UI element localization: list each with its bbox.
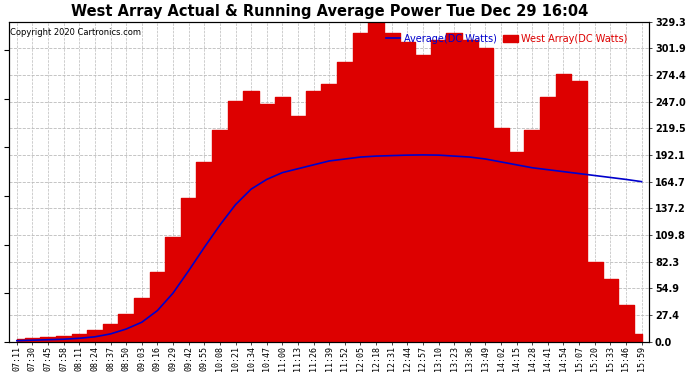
Title: West Array Actual & Running Average Power Tue Dec 29 16:04: West Array Actual & Running Average Powe… (70, 4, 588, 19)
Text: Copyright 2020 Cartronics.com: Copyright 2020 Cartronics.com (10, 28, 141, 37)
Legend: Average(DC Watts), West Array(DC Watts): Average(DC Watts), West Array(DC Watts) (382, 30, 632, 48)
